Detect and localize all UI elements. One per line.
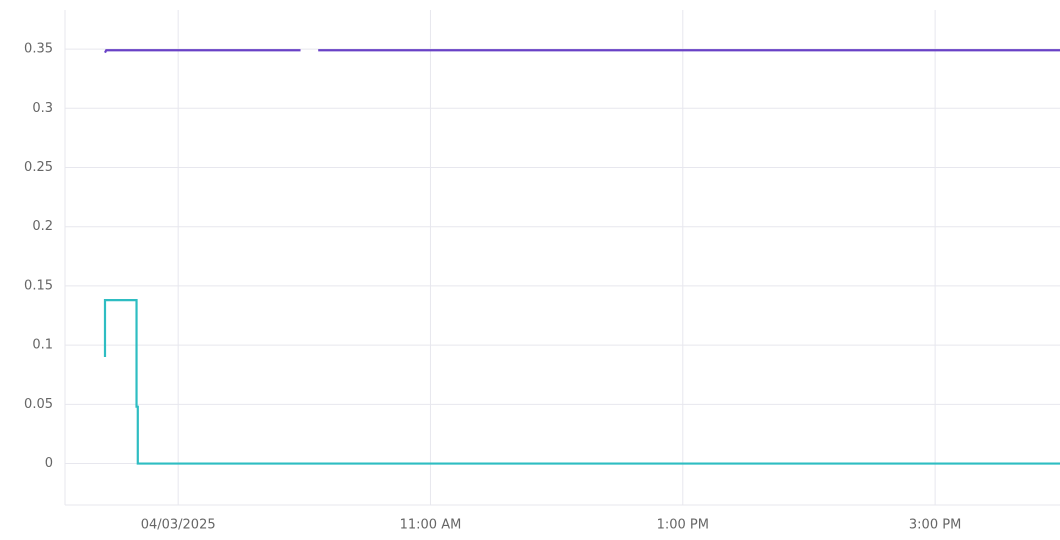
- y-tick-label: 0.35: [24, 42, 53, 57]
- y-tick-label: 0.2: [32, 219, 53, 234]
- x-tick-label: 11:00 AM: [400, 518, 462, 533]
- series-line: [103, 299, 1060, 465]
- series-line: [104, 49, 1060, 54]
- x-tick-label: 04/03/2025: [141, 518, 216, 533]
- x-tick-label: 1:00 PM: [657, 518, 709, 533]
- y-tick-label: 0.3: [32, 101, 53, 116]
- x-tick-label: 3:00 PM: [909, 518, 961, 533]
- y-tick-label: 0.05: [24, 397, 53, 412]
- y-tick-label: 0.1: [32, 338, 53, 353]
- y-tick-label: 0.25: [24, 160, 53, 175]
- y-tick-label: 0: [45, 456, 53, 471]
- y-tick-label: 0.15: [24, 278, 53, 293]
